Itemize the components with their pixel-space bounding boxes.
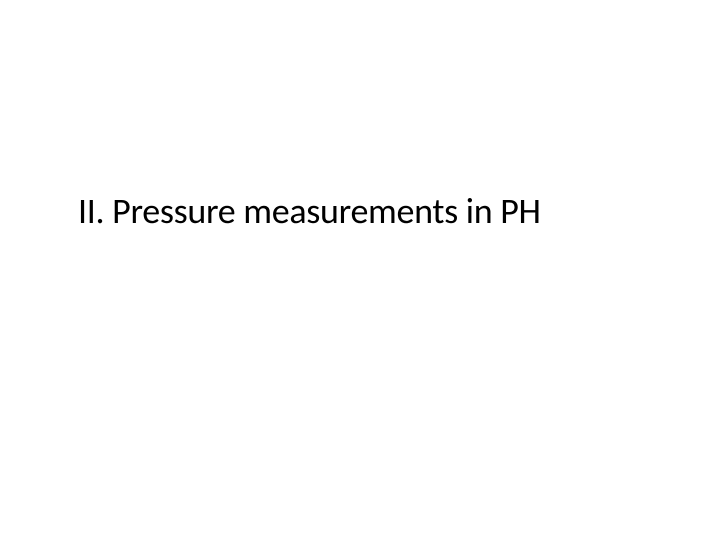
slide-title: II. Pressure measurements in PH [78,189,541,233]
